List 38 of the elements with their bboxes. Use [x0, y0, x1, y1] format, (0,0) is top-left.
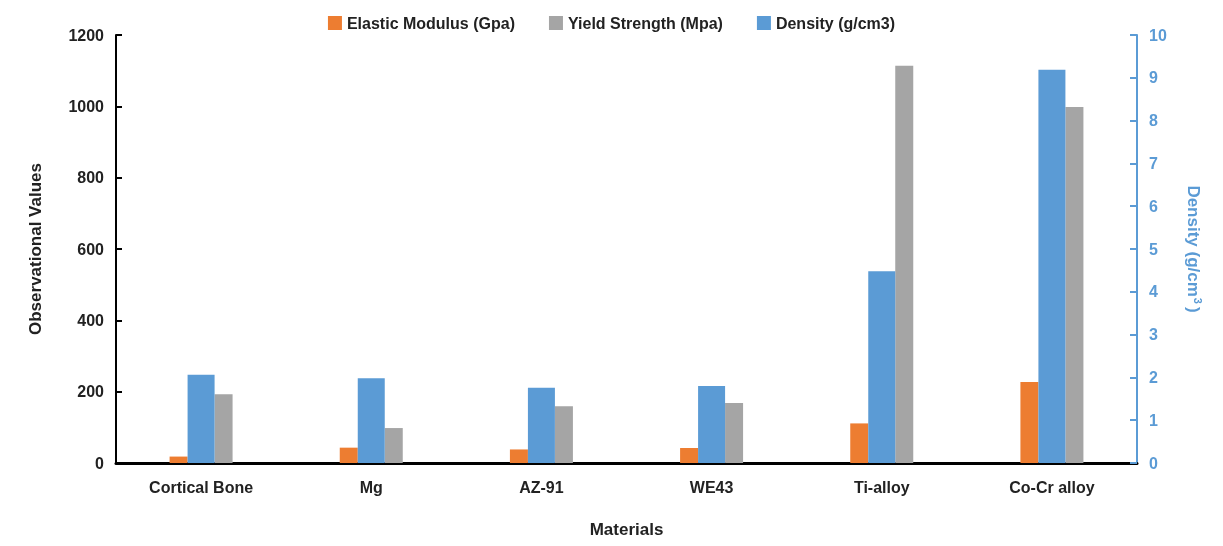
legend-label: Elastic Modulus (Gpa): [346, 14, 515, 32]
y2-tick-label: 9: [1149, 69, 1158, 87]
legend-label: Yield Strength (Mpa): [567, 14, 723, 32]
y-tick-label: 600: [77, 240, 105, 258]
y2-tick-label: 5: [1149, 240, 1158, 258]
y-tick-label: 800: [77, 169, 105, 187]
y2-tick-label: 6: [1149, 197, 1158, 215]
y2-tick-label: 10: [1149, 26, 1167, 44]
y2-tick-label: 4: [1149, 283, 1158, 301]
y-axis-title: Observational Values: [26, 163, 45, 335]
bar: [339, 447, 358, 463]
x-tick-label: Mg: [359, 478, 383, 496]
y-tick-label: 0: [95, 454, 105, 472]
y2-tick-label: 2: [1149, 368, 1158, 386]
y2-tick-label: 3: [1149, 326, 1158, 344]
bar: [1020, 382, 1039, 463]
y2-tick-label: 7: [1149, 154, 1158, 172]
y2-tick-label: 0: [1149, 454, 1158, 472]
bar: [509, 449, 528, 463]
x-tick-label: AZ-91: [519, 478, 564, 496]
y-tick-label: 200: [77, 383, 105, 401]
x-tick-label: Co-Cr alloy: [1009, 478, 1095, 496]
bar: [895, 65, 914, 463]
x-tick-label: WE43: [689, 478, 734, 496]
bar: [680, 448, 699, 463]
x-tick-label: Ti-alloy: [853, 478, 910, 496]
x-tick-label: Cortical Bone: [149, 478, 254, 496]
y-tick-label: 1000: [68, 97, 105, 115]
y2-axis-title: Density (g/cm3): [1183, 185, 1204, 313]
y2-tick-label: 1: [1149, 411, 1158, 429]
bar: [169, 456, 188, 463]
y-tick-label: 1200: [68, 26, 105, 44]
x-axis-title: Materials: [589, 520, 664, 539]
bar: [850, 423, 869, 463]
legend-label: Density (g/cm3): [775, 14, 896, 32]
y2-tick-label: 8: [1149, 112, 1158, 130]
bar: [357, 378, 385, 463]
y-tick-label: 400: [77, 311, 105, 329]
